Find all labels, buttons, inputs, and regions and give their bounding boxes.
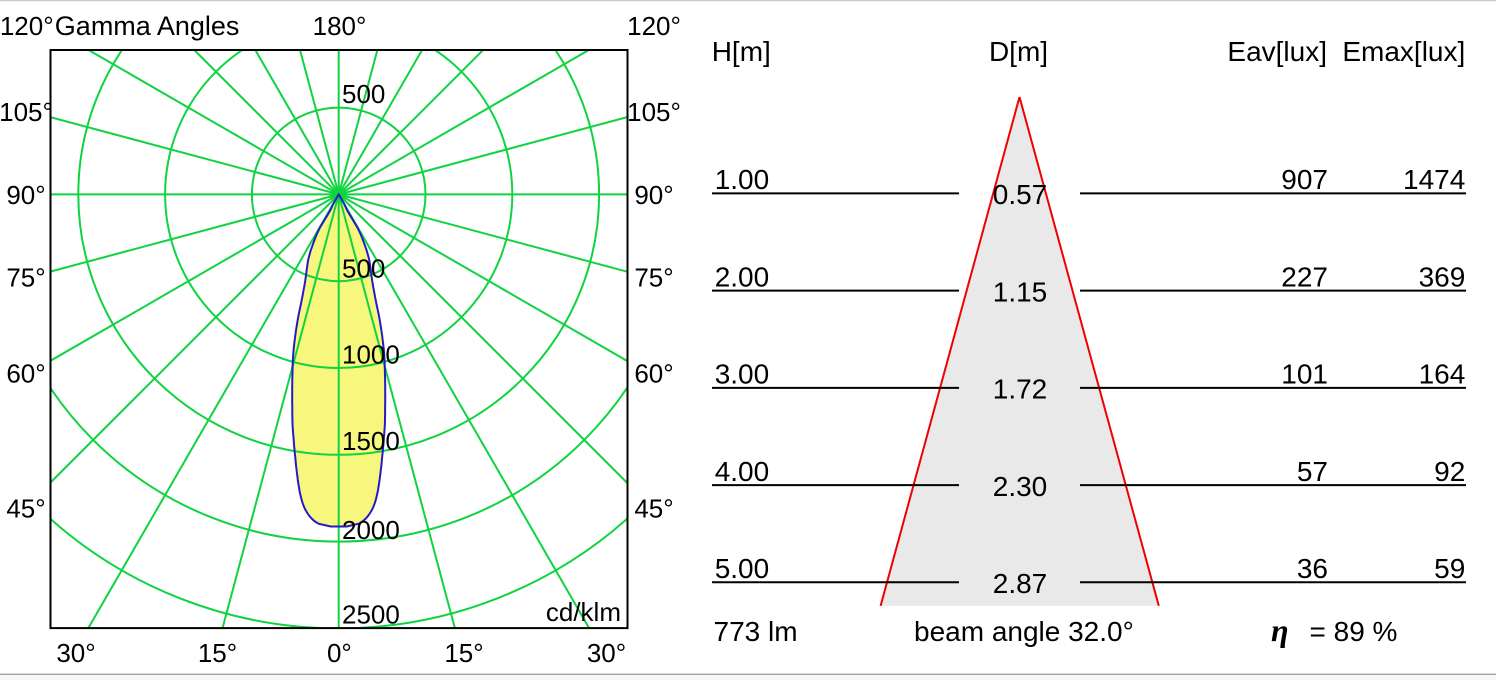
svg-text:101: 101 — [1281, 359, 1328, 390]
svg-text:75°: 75° — [634, 263, 673, 293]
svg-text:D[m]: D[m] — [989, 36, 1048, 67]
svg-text:2.30: 2.30 — [993, 471, 1048, 502]
svg-text:120°: 120° — [0, 11, 54, 41]
svg-text:1500: 1500 — [342, 426, 400, 456]
svg-text:3.00: 3.00 — [715, 359, 770, 390]
svg-text:η: η — [1271, 612, 1289, 648]
svg-text:369: 369 — [1419, 261, 1466, 292]
svg-text:773 lm: 773 lm — [714, 616, 798, 647]
svg-text:2500: 2500 — [342, 600, 400, 630]
svg-text:105°: 105° — [0, 97, 53, 127]
svg-text:227: 227 — [1281, 261, 1328, 292]
svg-text:164: 164 — [1419, 359, 1466, 390]
svg-text:5.00: 5.00 — [715, 553, 770, 584]
svg-text:57: 57 — [1297, 456, 1328, 487]
svg-text:Gamma Angles: Gamma Angles — [55, 11, 240, 41]
svg-text:30°: 30° — [56, 638, 95, 668]
svg-text:15°: 15° — [444, 638, 483, 668]
svg-text:2.87: 2.87 — [993, 568, 1048, 599]
svg-text:1000: 1000 — [342, 340, 400, 370]
svg-text:90°: 90° — [6, 180, 45, 210]
svg-text:500: 500 — [342, 79, 385, 109]
svg-text:4.00: 4.00 — [715, 456, 770, 487]
svg-text:500: 500 — [342, 254, 385, 284]
svg-text:105°: 105° — [627, 97, 681, 127]
svg-text:beam angle 32.0°: beam angle 32.0° — [914, 616, 1134, 647]
svg-text:cd/klm: cd/klm — [546, 597, 621, 627]
svg-text:Emax[lux]: Emax[lux] — [1342, 36, 1465, 67]
svg-text:45°: 45° — [6, 494, 45, 524]
svg-text:180°: 180° — [313, 11, 367, 41]
svg-text:120°: 120° — [627, 11, 681, 41]
svg-text:= 89 %: = 89 % — [1310, 616, 1398, 647]
svg-text:H[m]: H[m] — [712, 36, 771, 67]
svg-text:1.72: 1.72 — [993, 374, 1048, 405]
svg-text:1474: 1474 — [1403, 164, 1465, 195]
svg-text:0.57: 0.57 — [993, 179, 1048, 210]
svg-text:60°: 60° — [634, 359, 673, 389]
svg-text:1.00: 1.00 — [715, 164, 770, 195]
svg-text:Eav[lux]: Eav[lux] — [1227, 36, 1327, 67]
svg-text:15°: 15° — [198, 638, 237, 668]
svg-text:2000: 2000 — [342, 515, 400, 545]
svg-text:907: 907 — [1281, 164, 1328, 195]
svg-text:2.00: 2.00 — [715, 261, 770, 292]
svg-text:60°: 60° — [6, 359, 45, 389]
svg-text:30°: 30° — [587, 638, 626, 668]
svg-text:92: 92 — [1434, 456, 1465, 487]
svg-text:59: 59 — [1434, 553, 1465, 584]
svg-text:75°: 75° — [6, 263, 45, 293]
svg-text:36: 36 — [1297, 553, 1328, 584]
svg-text:1.15: 1.15 — [993, 276, 1048, 307]
svg-text:90°: 90° — [634, 180, 673, 210]
svg-text:45°: 45° — [634, 494, 673, 524]
svg-text:0°: 0° — [327, 638, 352, 668]
